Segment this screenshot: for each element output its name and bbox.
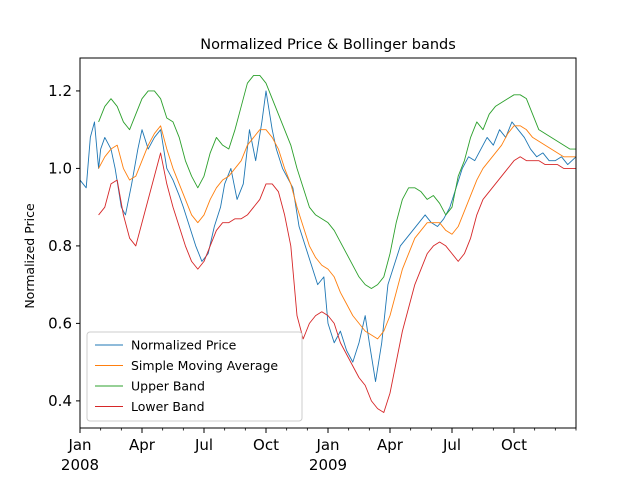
y-tick-label: 0.6 <box>48 314 72 332</box>
series-line-lower-band <box>98 152 576 413</box>
series-layer <box>79 74 577 413</box>
chart-title: Normalized Price & Bollinger bands <box>200 37 456 53</box>
series-line-normalized-price <box>79 90 577 382</box>
legend-box <box>86 331 303 422</box>
legend-entry: Simple Moving Average <box>131 358 278 373</box>
x-tick-label: Jan <box>315 436 339 454</box>
series-line-upper-band <box>98 74 576 289</box>
x-tick-year-label: 2008 <box>61 456 99 474</box>
x-tick-year-label: 2009 <box>309 456 347 474</box>
legend-entry: Normalized Price <box>131 338 237 353</box>
series-line-simple-moving-average <box>98 125 576 340</box>
y-tick-label: 0.8 <box>48 237 72 255</box>
y-tick-label: 1.2 <box>48 82 72 100</box>
y-axis-ticks: 0.4 0.6 0.8 1.0 1.2 <box>48 82 80 410</box>
x-axis-ticks: Jan 2008 Apr Jul Oct Jan 2009 Apr Jul Oct <box>61 428 577 474</box>
y-axis-label: Normalized Price <box>22 203 37 309</box>
x-tick-label: Apr <box>129 436 156 454</box>
x-tick-label: Oct <box>501 436 527 454</box>
x-tick-label: Jul <box>442 436 461 454</box>
legend-entry: Lower Band <box>131 399 205 414</box>
x-tick-label: Oct <box>253 436 279 454</box>
legend-entry: Upper Band <box>131 379 205 394</box>
x-tick-label: Apr <box>377 436 404 454</box>
y-tick-label: 1.0 <box>48 159 72 177</box>
x-tick-label: Jul <box>194 436 213 454</box>
y-tick-label: 0.4 <box>48 392 72 410</box>
legend: Normalized Price Simple Moving Average Upp… <box>86 331 303 422</box>
x-tick-label: Jan <box>67 436 91 454</box>
